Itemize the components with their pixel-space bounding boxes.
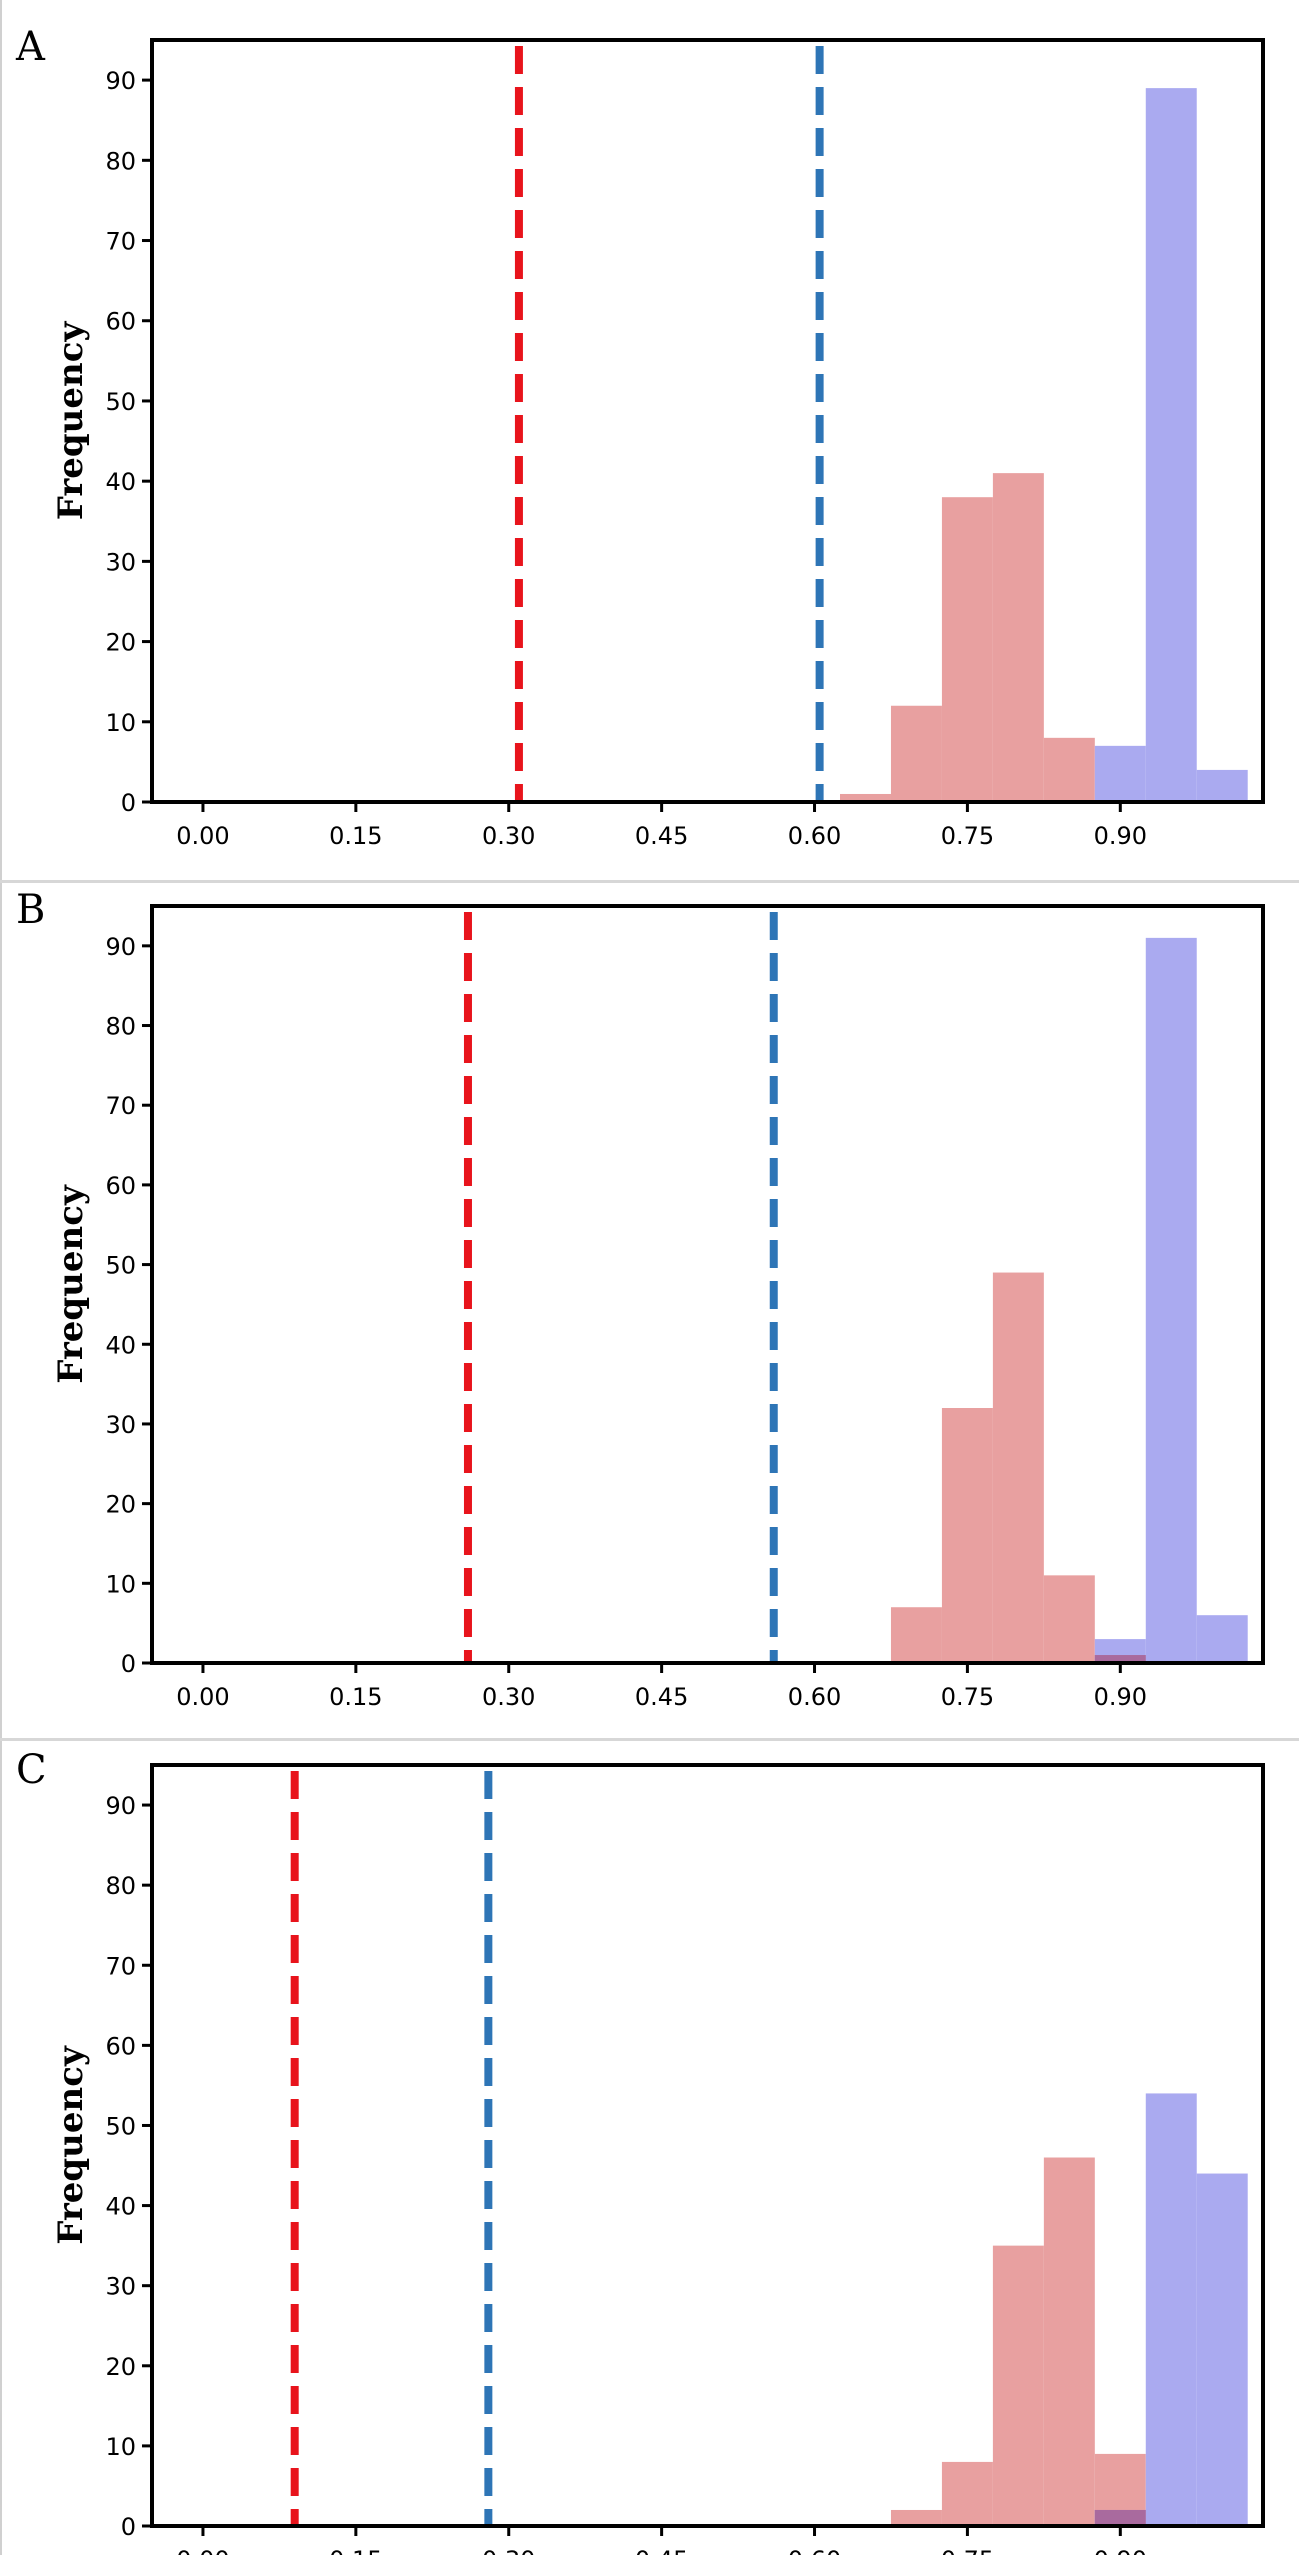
- y-tick-label: 30: [105, 548, 136, 576]
- bar-blue-2: [1196, 769, 1248, 802]
- bar-red-1: [890, 705, 942, 802]
- bar-red-3: [992, 473, 1044, 802]
- panel-divider-ab: [0, 880, 1299, 883]
- y-tick-label: 70: [105, 228, 136, 256]
- y-tick-label: 60: [105, 1172, 136, 1200]
- series-blue: [1094, 2093, 1248, 2526]
- y-tick-label: 10: [105, 1570, 136, 1598]
- bar-red-2: [992, 2245, 1044, 2526]
- y-tick-label: 30: [105, 1411, 136, 1439]
- bar-blue-1: [1145, 2093, 1197, 2526]
- bar-blue-1: [1145, 88, 1197, 802]
- x-tick-label: 0.30: [482, 2546, 535, 2555]
- bar-red-1: [941, 1408, 993, 1663]
- y-tick-label: 0: [121, 1650, 136, 1678]
- x-tick-label: 0.60: [788, 822, 841, 850]
- plot-frame: [150, 904, 1265, 1665]
- x-tick-label: 0.15: [329, 1683, 382, 1711]
- x-tick-label: 0.75: [941, 822, 994, 850]
- series-red: [890, 1272, 1146, 1663]
- bar-blue-0: [1094, 745, 1146, 802]
- x-tick-label: 0.90: [1094, 822, 1147, 850]
- bar-red-3: [1043, 2157, 1095, 2526]
- panel-a-chart: A Frequency 0 10 20 30 40 50 60 70 80 90 0.00 0.15 0.3…: [15, 24, 1265, 850]
- y-axis-label: Frequency: [51, 1184, 91, 1384]
- x-tick-label: 0.75: [941, 2546, 994, 2555]
- y-tick-label: 20: [105, 2353, 136, 2381]
- bar-red-2: [941, 497, 993, 802]
- x-tick-label: 0.15: [329, 822, 382, 850]
- y-tick-label: 30: [105, 2273, 136, 2301]
- series-red: [840, 473, 1095, 802]
- x-tick-label: 0.45: [635, 2546, 688, 2555]
- x-tick-label: 0.30: [482, 822, 535, 850]
- y-tick-label: 20: [105, 1491, 136, 1519]
- y-tick-label: 50: [105, 1252, 136, 1280]
- y-axis-label: Frequency: [51, 321, 91, 521]
- y-tick-label: 90: [105, 67, 136, 95]
- y-tick-label: 80: [105, 1872, 136, 1900]
- bar-red-4: [1043, 737, 1095, 802]
- series-red: [890, 2157, 1146, 2526]
- y-tick-label: 0: [121, 2513, 136, 2541]
- bar-red-2: [992, 1272, 1044, 1663]
- x-tick-label: 0.60: [788, 2546, 841, 2555]
- bar-blue-2: [1196, 1615, 1248, 1663]
- bar-overlap-0: [1094, 1655, 1146, 1663]
- x-tick-label: 0.45: [635, 822, 688, 850]
- panel-b-chart: B Frequency 0 10 20 30 40 50 60 70 80 90 0.00 0.15 0.3…: [16, 887, 1265, 1711]
- y-tick-label: 10: [105, 709, 136, 737]
- bar-red-1: [941, 2461, 993, 2526]
- x-tick-label: 0.90: [1094, 2546, 1147, 2555]
- y-tick-label: 80: [105, 1013, 136, 1041]
- y-axis-label: Frequency: [51, 2045, 91, 2245]
- y-tick-label: 70: [105, 1092, 136, 1120]
- bar-red-0: [840, 793, 891, 802]
- y-tick-label: 60: [105, 308, 136, 336]
- y-tick-label: 40: [105, 1331, 136, 1359]
- y-tick-label: 20: [105, 629, 136, 657]
- x-tick-label: 0.00: [176, 822, 229, 850]
- x-tick-label: 0.60: [788, 1683, 841, 1711]
- y-tick-label: 70: [105, 1952, 136, 1980]
- bar-overlap-0: [1094, 2509, 1146, 2526]
- series-blue: [1094, 88, 1248, 802]
- y-tick-label: 0: [121, 789, 136, 817]
- bar-red-0: [890, 2509, 942, 2526]
- y-tick-label: 50: [105, 2112, 136, 2140]
- panel-divider-bc: [0, 1738, 1299, 1741]
- x-tick-label: 0.00: [176, 2546, 229, 2555]
- x-tick-label: 0.75: [941, 1683, 994, 1711]
- series-blue: [1094, 937, 1248, 1663]
- plot-frame: [150, 1763, 1265, 2528]
- x-tick-label: 0.90: [1094, 1683, 1147, 1711]
- y-tick-label: 90: [105, 933, 136, 961]
- y-tick-label: 90: [105, 1792, 136, 1820]
- y-tick-label: 40: [105, 2193, 136, 2221]
- panel-label: B: [16, 887, 45, 933]
- y-tick-label: 40: [105, 468, 136, 496]
- bar-blue-1: [1145, 937, 1197, 1663]
- x-tick-label: 0.30: [482, 1683, 535, 1711]
- x-tick-label: 0.15: [329, 2546, 382, 2555]
- plot-frame: [150, 38, 1265, 804]
- bar-red-3: [1043, 1575, 1095, 1663]
- panel-c-chart: C Frequency 0 10 20 30 40 50 60 70 80 90 0.00 0.15 0.3…: [16, 1747, 1265, 2555]
- x-tick-label: 0.00: [176, 1683, 229, 1711]
- bar-red-0: [890, 1607, 942, 1663]
- y-tick-label: 50: [105, 388, 136, 416]
- x-tick-label: 0.45: [635, 1683, 688, 1711]
- left-rule: [0, 0, 2, 2555]
- y-tick-label: 60: [105, 2032, 136, 2060]
- bar-blue-2: [1196, 2173, 1248, 2526]
- y-tick-label: 10: [105, 2433, 136, 2461]
- y-tick-label: 80: [105, 147, 136, 175]
- panel-label: C: [16, 1747, 47, 1793]
- panel-label: A: [15, 24, 46, 70]
